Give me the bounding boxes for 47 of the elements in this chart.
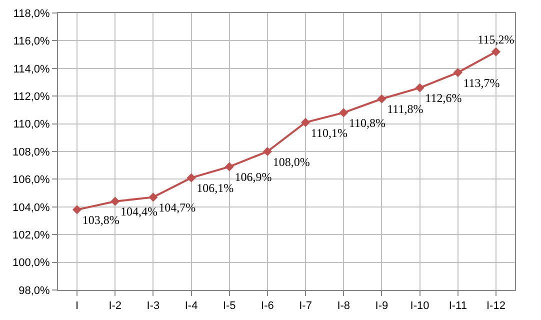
- data-label: 112,6%: [425, 91, 462, 106]
- y-tick-label: 114,0%: [13, 63, 50, 76]
- y-tick-label: 102,0%: [12, 229, 50, 242]
- x-tick-label: I-7: [299, 300, 312, 312]
- y-tick-label: 106,0%: [12, 174, 50, 186]
- y-tick-label: 104,0%: [12, 202, 50, 214]
- point: [72, 205, 82, 214]
- data-label: 104,7%: [158, 200, 196, 215]
- point: [110, 196, 120, 206]
- data-label: 110,8%: [349, 116, 386, 130]
- point: [415, 83, 424, 92]
- point: [339, 108, 348, 118]
- x-tick-label: I-3: [146, 300, 160, 312]
- x-tick-label: I-5: [222, 300, 236, 312]
- point: [224, 162, 234, 172]
- data-label: 104,4%: [120, 204, 158, 219]
- y-tick-label: 108,0%: [12, 146, 50, 158]
- y-tick-label: 118,0%: [13, 8, 50, 20]
- data-label: 113,7%: [463, 76, 500, 90]
- point: [377, 94, 386, 104]
- y-tick-label: 110,0%: [13, 118, 50, 131]
- x-tick-label: I-9: [375, 300, 388, 312]
- data-label: 111,8%: [387, 102, 424, 116]
- x-tick-label: I-6: [261, 300, 274, 312]
- y-tick-label: 98,0%: [18, 284, 50, 297]
- x-tick-label: I-11: [448, 300, 467, 312]
- point: [453, 68, 462, 78]
- x-tick-label: I-10: [410, 300, 430, 312]
- point: [148, 192, 158, 202]
- x-tick-label: I-2: [108, 300, 122, 312]
- point: [262, 146, 272, 156]
- x-tick-label: I-8: [337, 300, 350, 312]
- point: [491, 47, 501, 56]
- data-label: 106,9%: [234, 170, 272, 184]
- x-tick-label: I-12: [486, 300, 506, 312]
- y-tick-label: 100,0%: [12, 257, 50, 270]
- y-tick-label: 116,0%: [13, 36, 50, 48]
- data-label: 108,0%: [272, 154, 310, 169]
- data-label: 103,8%: [82, 213, 120, 228]
- x-tick-label: I-4: [184, 300, 198, 312]
- data-label: 106,1%: [196, 181, 234, 196]
- point: [300, 118, 310, 127]
- data-label: 110,1%: [310, 126, 348, 140]
- x-tick-label: I: [76, 300, 79, 312]
- point: [186, 173, 196, 182]
- y-tick-label: 112,0%: [13, 90, 50, 103]
- data-label: 115,2%: [478, 32, 514, 46]
